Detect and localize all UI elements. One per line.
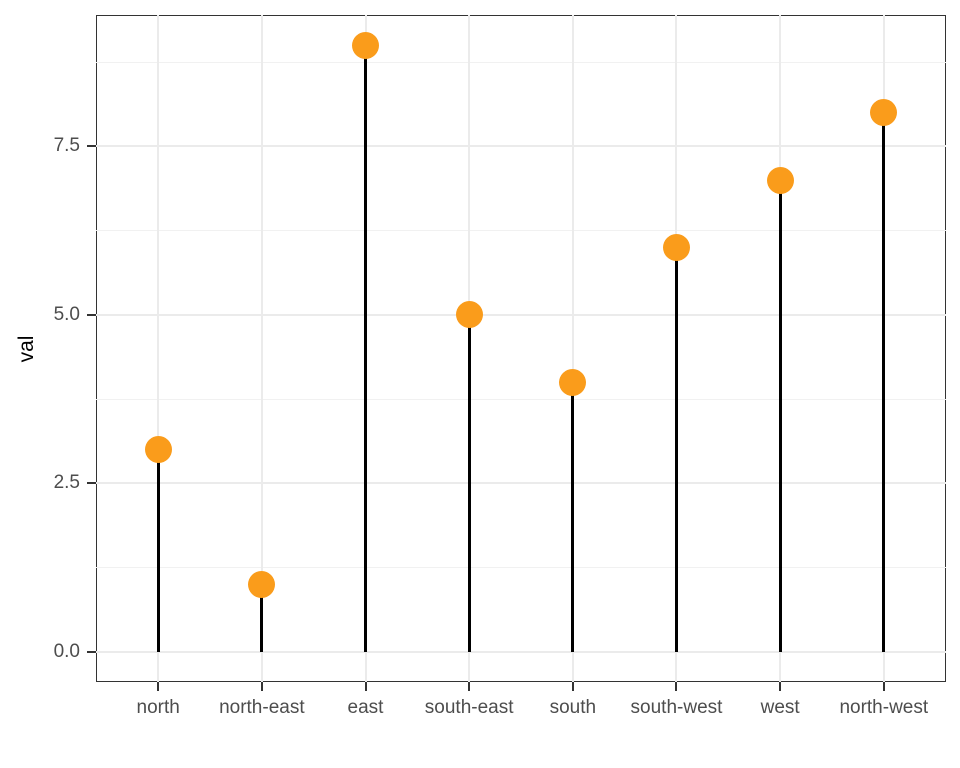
x-tick-label: south-west <box>630 697 723 718</box>
lollipop-stem <box>571 382 575 652</box>
lollipop-stem <box>778 180 782 652</box>
x-tick-mark <box>157 682 160 691</box>
gridline-major-x <box>571 15 574 682</box>
y-tick-label: 5.0 <box>53 303 80 325</box>
x-tick-label: north-west <box>839 697 929 718</box>
y-tick-label: 7.5 <box>53 135 80 157</box>
y-axis-title: val <box>15 335 38 362</box>
gridline-major-y <box>96 145 946 148</box>
x-tick-label: east <box>347 697 384 718</box>
x-tick-mark <box>364 682 367 691</box>
x-tick-label: north-east <box>219 697 305 718</box>
x-tick-label: south <box>549 697 597 718</box>
x-tick-mark <box>675 682 678 691</box>
x-tick-label: north <box>136 697 180 718</box>
lollipop-point <box>870 99 898 127</box>
gridline-major-y <box>96 313 946 316</box>
gridline-minor-y <box>96 566 946 568</box>
lollipop-point <box>559 368 587 396</box>
lollipop-point <box>662 233 690 261</box>
lollipop-stem <box>156 449 160 652</box>
gridline-major-x <box>157 15 160 682</box>
y-tick-label: 2.5 <box>53 472 80 494</box>
lollipop-stem <box>882 112 886 652</box>
x-tick-label: south-east <box>424 697 514 718</box>
gridline-minor-y <box>96 61 946 63</box>
gridline-minor-y <box>96 398 946 400</box>
y-tick-mark <box>87 313 96 316</box>
gridline-major-x <box>260 15 263 682</box>
x-tick-mark <box>571 682 574 691</box>
y-tick-label: 0.0 <box>53 640 80 662</box>
lollipop-point <box>248 570 276 598</box>
lollipop-point <box>352 31 379 59</box>
lollipop-point <box>766 166 794 194</box>
gridline-major-y <box>96 482 946 485</box>
gridline-major-y <box>96 650 946 653</box>
lollipop-stem <box>260 584 264 652</box>
x-tick-mark <box>468 682 471 691</box>
x-tick-label: west <box>760 697 800 718</box>
y-tick-mark <box>87 650 96 653</box>
lollipop-stem <box>467 314 471 652</box>
lollipop-stem <box>674 247 678 652</box>
x-tick-mark <box>260 682 263 691</box>
lollipop-stem <box>364 45 367 652</box>
lollipop-point <box>144 436 172 464</box>
x-tick-mark <box>882 682 885 691</box>
y-tick-mark <box>87 145 96 148</box>
plot-panel <box>96 15 946 682</box>
y-tick-mark <box>87 482 96 485</box>
x-tick-mark <box>779 682 782 691</box>
gridline-minor-y <box>96 230 946 232</box>
lollipop-point <box>455 301 483 329</box>
